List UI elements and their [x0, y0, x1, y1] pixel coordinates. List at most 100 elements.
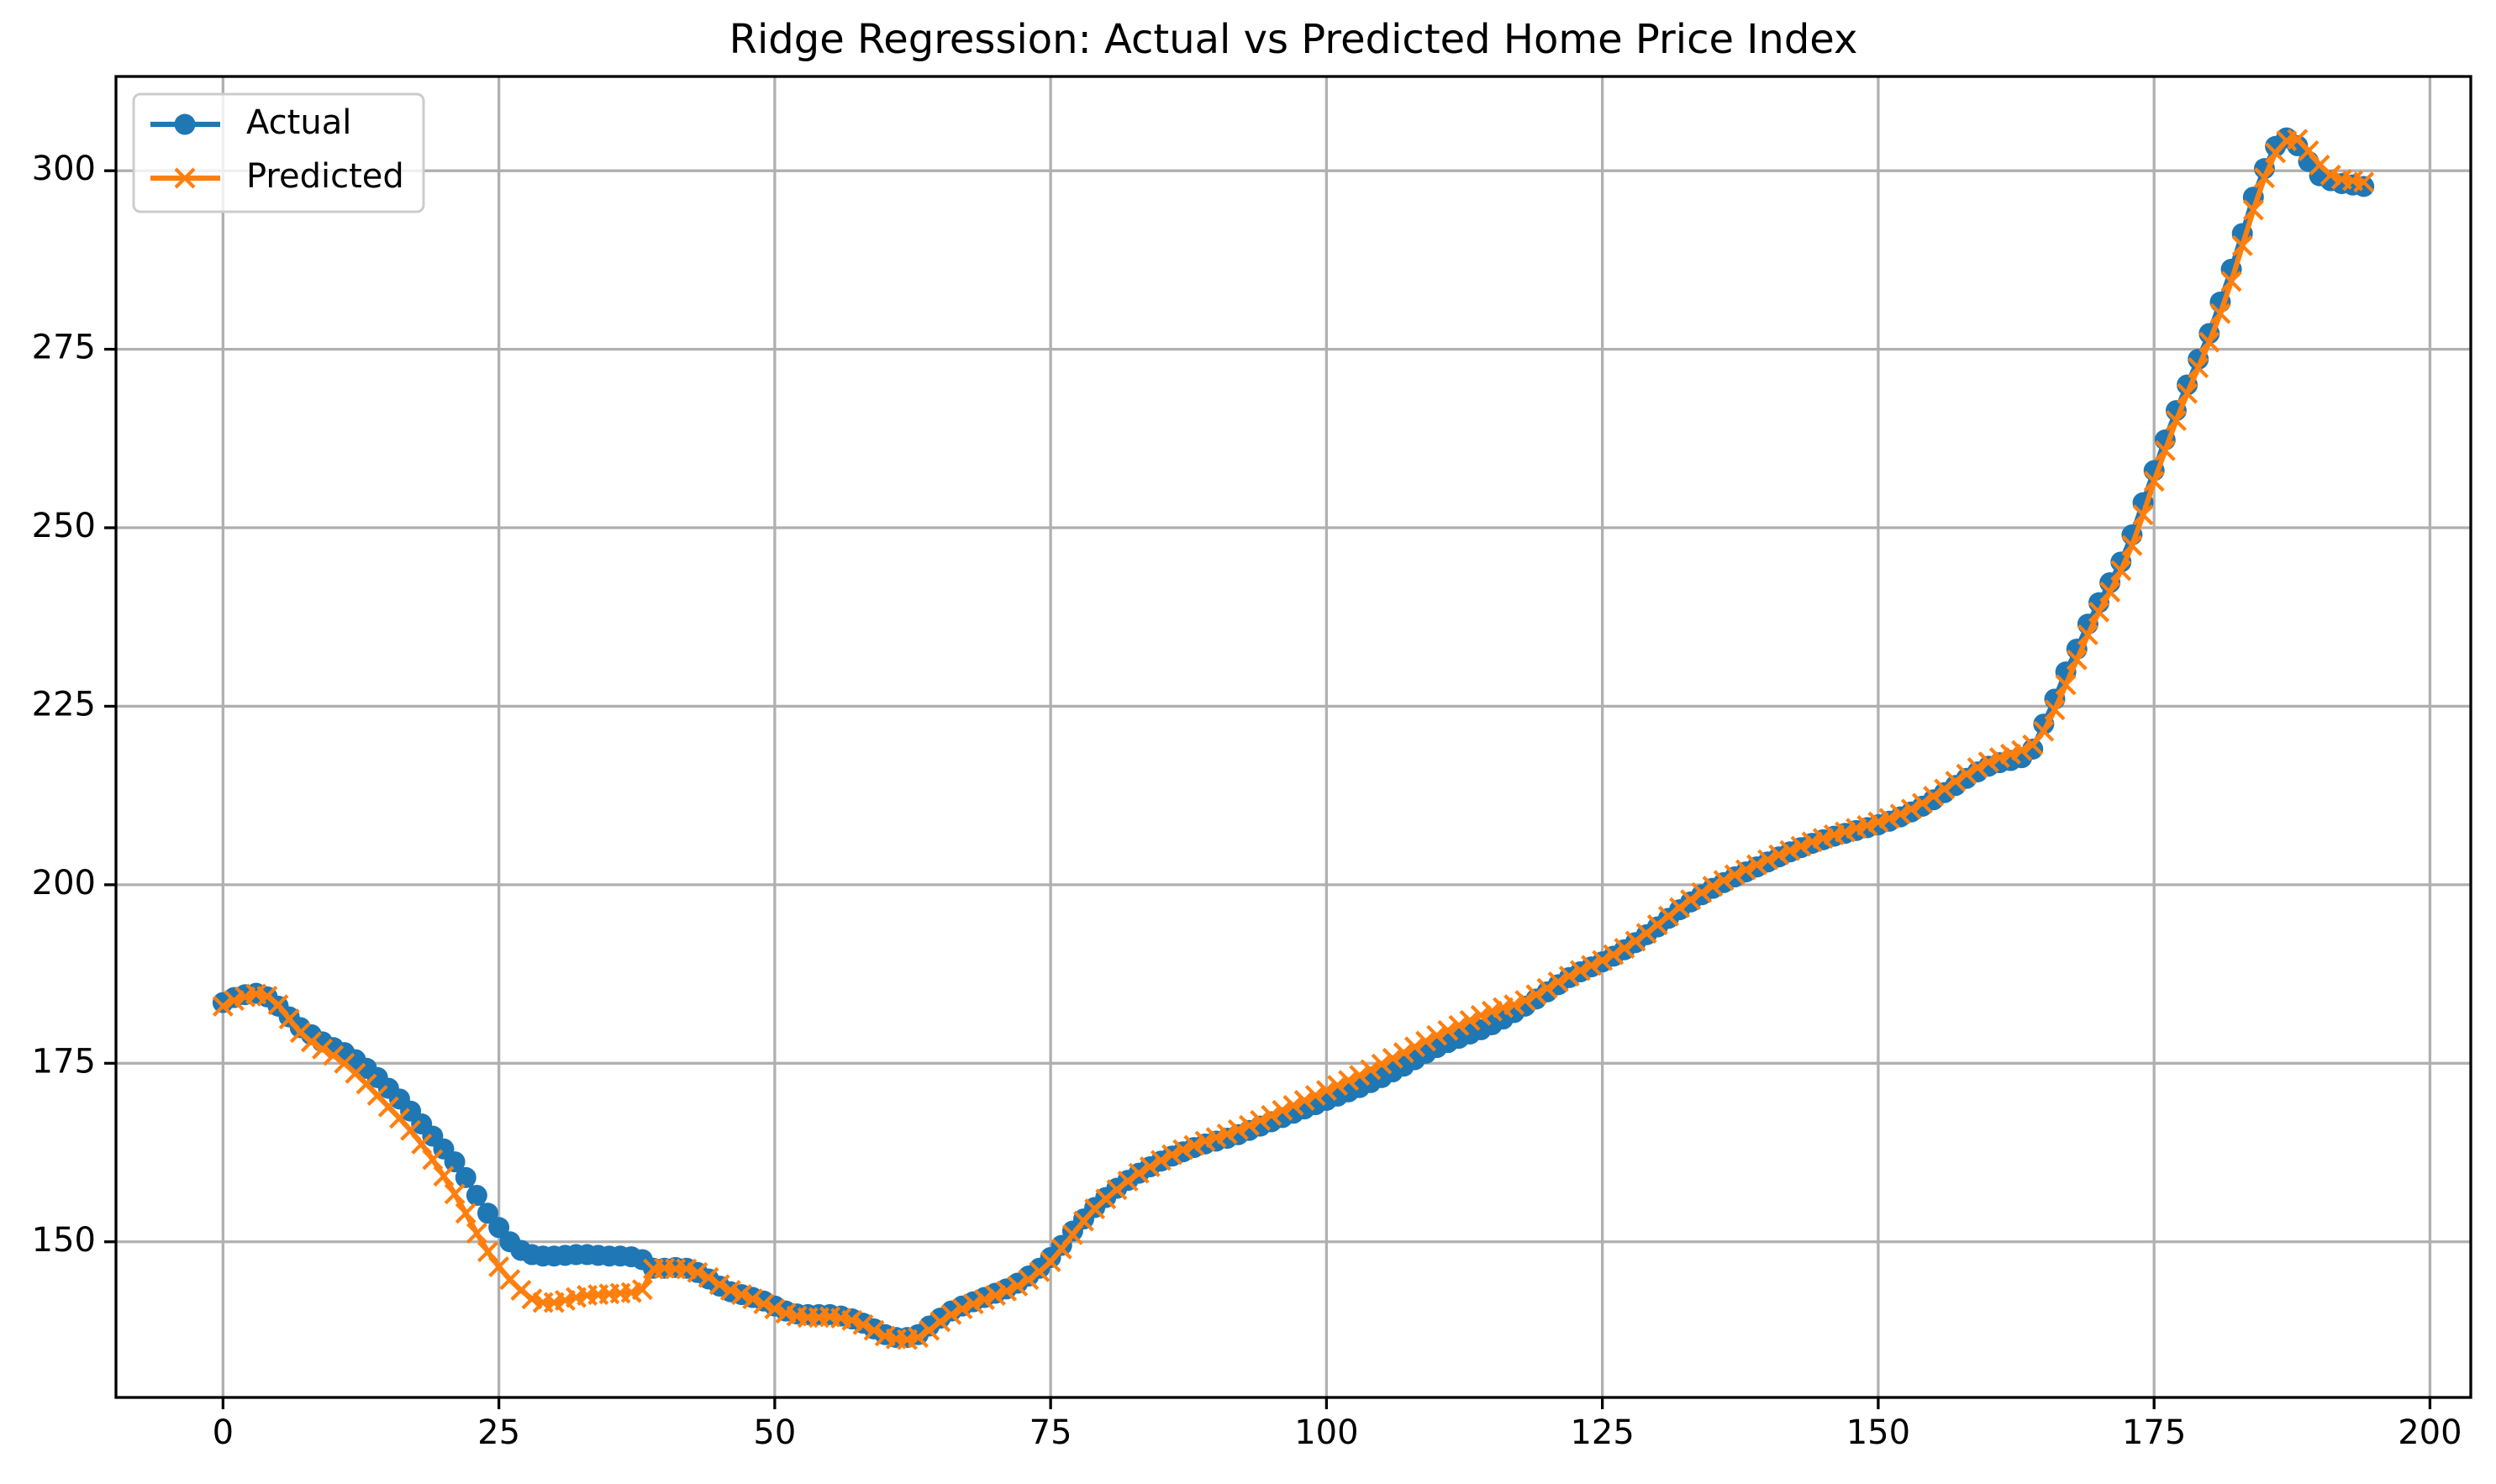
- data-point: [312, 1038, 334, 1060]
- x-tick-label: 50: [753, 1413, 796, 1452]
- data-point: [411, 1133, 433, 1155]
- chart-title: Ridge Regression: Actual vs Predicted Ho…: [729, 16, 1858, 63]
- data-point: [1625, 930, 1646, 952]
- data-point: [1150, 1150, 1172, 1171]
- data-point: [1680, 889, 1702, 911]
- data-point: [1977, 751, 1999, 773]
- data-point: [444, 1151, 466, 1173]
- data-point: [1338, 1070, 1360, 1092]
- data-point: [1172, 1139, 1194, 1160]
- data-point: [422, 1149, 444, 1171]
- data-point: [1360, 1059, 1382, 1081]
- data-point: [2099, 581, 2121, 603]
- legend: Actual Predicted: [132, 92, 425, 213]
- data-point: [1724, 864, 1746, 886]
- data-point: [1371, 1053, 1393, 1075]
- data-point: [2132, 504, 2154, 526]
- x-tick-label: 0: [213, 1413, 234, 1452]
- data-point: [1702, 876, 1724, 897]
- y-tick-label: 300: [32, 150, 96, 188]
- data-point: [1746, 854, 1767, 876]
- data-point: [1327, 1075, 1349, 1097]
- data-point: [708, 1274, 730, 1296]
- data-point: [267, 994, 289, 1016]
- data-point: [1614, 938, 1635, 960]
- data-point: [962, 1293, 984, 1315]
- data-point: [687, 1261, 708, 1283]
- data-point: [764, 1298, 786, 1320]
- data-point: [1967, 757, 1988, 779]
- data-point: [1238, 1114, 1260, 1136]
- data-point: [2121, 534, 2143, 556]
- data-point: [1514, 990, 1536, 1012]
- data-point: [1581, 955, 1603, 976]
- data-point: [1304, 1085, 1326, 1107]
- data-point: [1603, 944, 1625, 966]
- data-point: [929, 1311, 951, 1333]
- data-point: [2088, 601, 2109, 623]
- data-point: [1415, 1030, 1437, 1052]
- data-point: [455, 1202, 477, 1224]
- legend-marker: [174, 167, 196, 189]
- data-point: [1735, 859, 1756, 881]
- data-point: [2188, 357, 2209, 379]
- data-point: [2022, 734, 2044, 755]
- data-point: [1315, 1080, 1337, 1102]
- data-point: [940, 1303, 962, 1325]
- legend-marker: [174, 113, 196, 135]
- data-point: [2242, 199, 2264, 221]
- data-point: [1448, 1014, 1470, 1036]
- x-tick-label: 125: [1570, 1413, 1634, 1452]
- data-point: [466, 1223, 487, 1245]
- data-point: [863, 1319, 885, 1341]
- data-point: [753, 1293, 775, 1315]
- data-point: [1911, 792, 1933, 814]
- data-point: [1757, 849, 1779, 871]
- x-tick-label: 75: [1029, 1413, 1072, 1452]
- data-point: [1117, 1171, 1139, 1192]
- data-point: [323, 1045, 345, 1066]
- data-point: [1139, 1156, 1161, 1178]
- data-point: [2253, 167, 2275, 189]
- data-point: [300, 1031, 322, 1053]
- data-point: [1945, 771, 1967, 792]
- data-point: [1426, 1024, 1448, 1046]
- x-tick-label: 25: [477, 1413, 520, 1452]
- data-point: [996, 1280, 1018, 1302]
- data-point: [841, 1309, 863, 1331]
- data-point: [444, 1183, 466, 1205]
- data-point: [1007, 1275, 1029, 1297]
- legend-label: Actual: [246, 103, 351, 142]
- data-point: [2143, 471, 2165, 492]
- data-point: [1382, 1047, 1403, 1069]
- data-point: [2055, 674, 2077, 696]
- x-tick-label: 175: [2122, 1413, 2186, 1452]
- data-point: [477, 1241, 498, 1263]
- data-point: [1272, 1099, 1293, 1121]
- data-point: [1018, 1269, 1040, 1291]
- data-point: [973, 1289, 995, 1311]
- data-point: [2320, 164, 2341, 186]
- data-point: [1227, 1118, 1249, 1140]
- data-point: [1503, 994, 1525, 1016]
- data-point: [908, 1327, 929, 1349]
- data-point: [2177, 382, 2198, 404]
- data-point: [1779, 839, 1801, 861]
- data-point: [1128, 1162, 1150, 1184]
- data-point: [466, 1185, 487, 1207]
- data-point: [1470, 1004, 1492, 1026]
- data-point: [212, 995, 234, 1017]
- data-point: [1051, 1238, 1072, 1260]
- data-point: [1161, 1144, 1183, 1166]
- data-point: [1183, 1134, 1205, 1156]
- data-point: [2154, 439, 2176, 461]
- data-point: [1349, 1065, 1371, 1087]
- data-point: [488, 1217, 510, 1239]
- y-tick-label: 150: [32, 1221, 96, 1260]
- data-point: [1713, 870, 1735, 892]
- data-point: [1525, 984, 1547, 1006]
- data-point: [455, 1166, 477, 1188]
- data-point: [433, 1166, 455, 1187]
